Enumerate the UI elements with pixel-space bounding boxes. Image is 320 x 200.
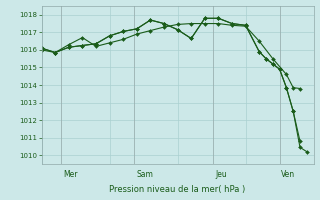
Text: Sam: Sam (137, 170, 154, 179)
Text: Jeu: Jeu (216, 170, 228, 179)
Text: Mer: Mer (63, 170, 78, 179)
Text: Ven: Ven (281, 170, 295, 179)
Text: Pression niveau de la mer( hPa ): Pression niveau de la mer( hPa ) (109, 185, 246, 194)
